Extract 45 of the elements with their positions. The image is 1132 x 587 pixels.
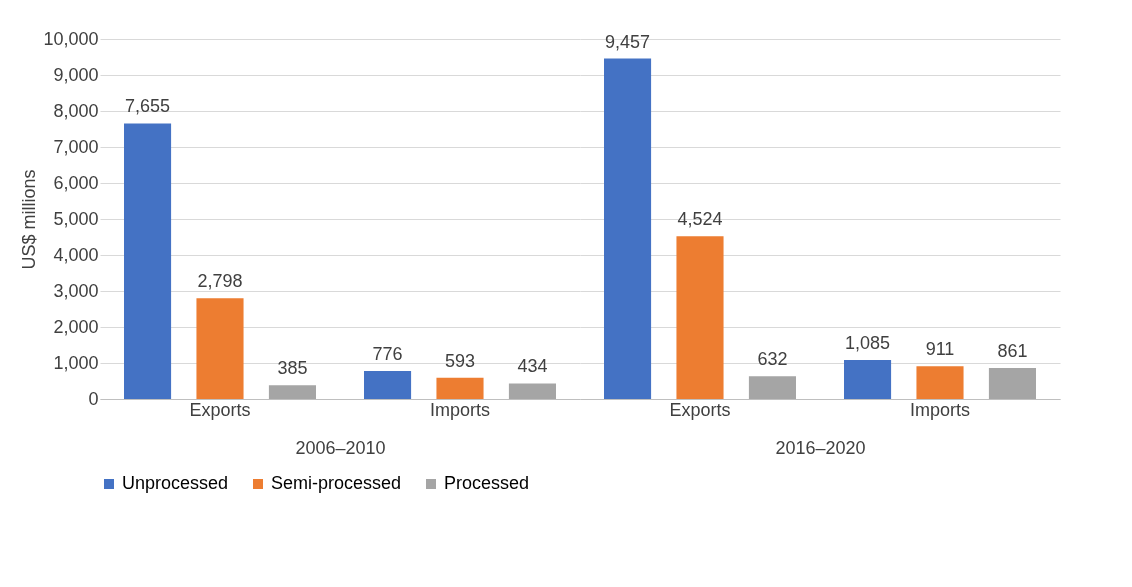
bar [268, 385, 316, 399]
bar [124, 123, 172, 399]
bar [604, 58, 652, 399]
y-tick-label: 2,000 [53, 316, 99, 337]
x-tick-label: Exports [669, 399, 731, 420]
x-tick-label: Imports [909, 399, 971, 420]
bar [676, 236, 724, 399]
y-tick-label: 4,000 [53, 244, 99, 265]
text: 4,524 [677, 209, 723, 230]
bar [364, 371, 412, 399]
text: 776 [372, 344, 403, 365]
bar [508, 383, 556, 399]
text: 1,085 [845, 332, 891, 353]
bar [748, 376, 796, 399]
legend-label: Semi-processed [271, 473, 402, 493]
bar [436, 377, 484, 399]
text: 434 [517, 356, 548, 377]
y-tick-label: 6,000 [53, 172, 99, 193]
y-tick-label: 0 [88, 388, 99, 409]
text: 593 [444, 350, 476, 371]
bar [844, 359, 892, 399]
text: 861 [997, 341, 1028, 361]
x-tick-label: Exports [189, 399, 251, 420]
text: 911 [925, 339, 955, 360]
bar [196, 298, 244, 399]
text: 385 [277, 358, 308, 379]
y-tick-label: 1,000 [53, 352, 99, 373]
y-axis-title: US$ millions [19, 169, 40, 270]
bar [916, 366, 964, 399]
y-tick-label: 9,000 [53, 64, 99, 85]
x-axis-title: 2016–2020 [775, 437, 866, 458]
text: 7,655 [125, 96, 171, 117]
y-tick-label: 5,000 [53, 208, 99, 229]
text: 9,457 [605, 31, 651, 52]
y-tick-label: 3,000 [53, 280, 99, 301]
y-tick-label: 8,000 [53, 100, 99, 121]
text: 2,798 [197, 271, 243, 292]
y-tick-label: 10,000 [43, 28, 99, 49]
bar [988, 368, 1036, 399]
x-tick-label: Imports [429, 399, 491, 420]
x-axis-title: 2006–2010 [295, 437, 386, 458]
legend-label: Unprocessed [122, 473, 229, 493]
text: 632 [757, 349, 788, 370]
y-tick-label: 7,000 [53, 136, 99, 157]
legend-label: Processed [444, 473, 530, 493]
